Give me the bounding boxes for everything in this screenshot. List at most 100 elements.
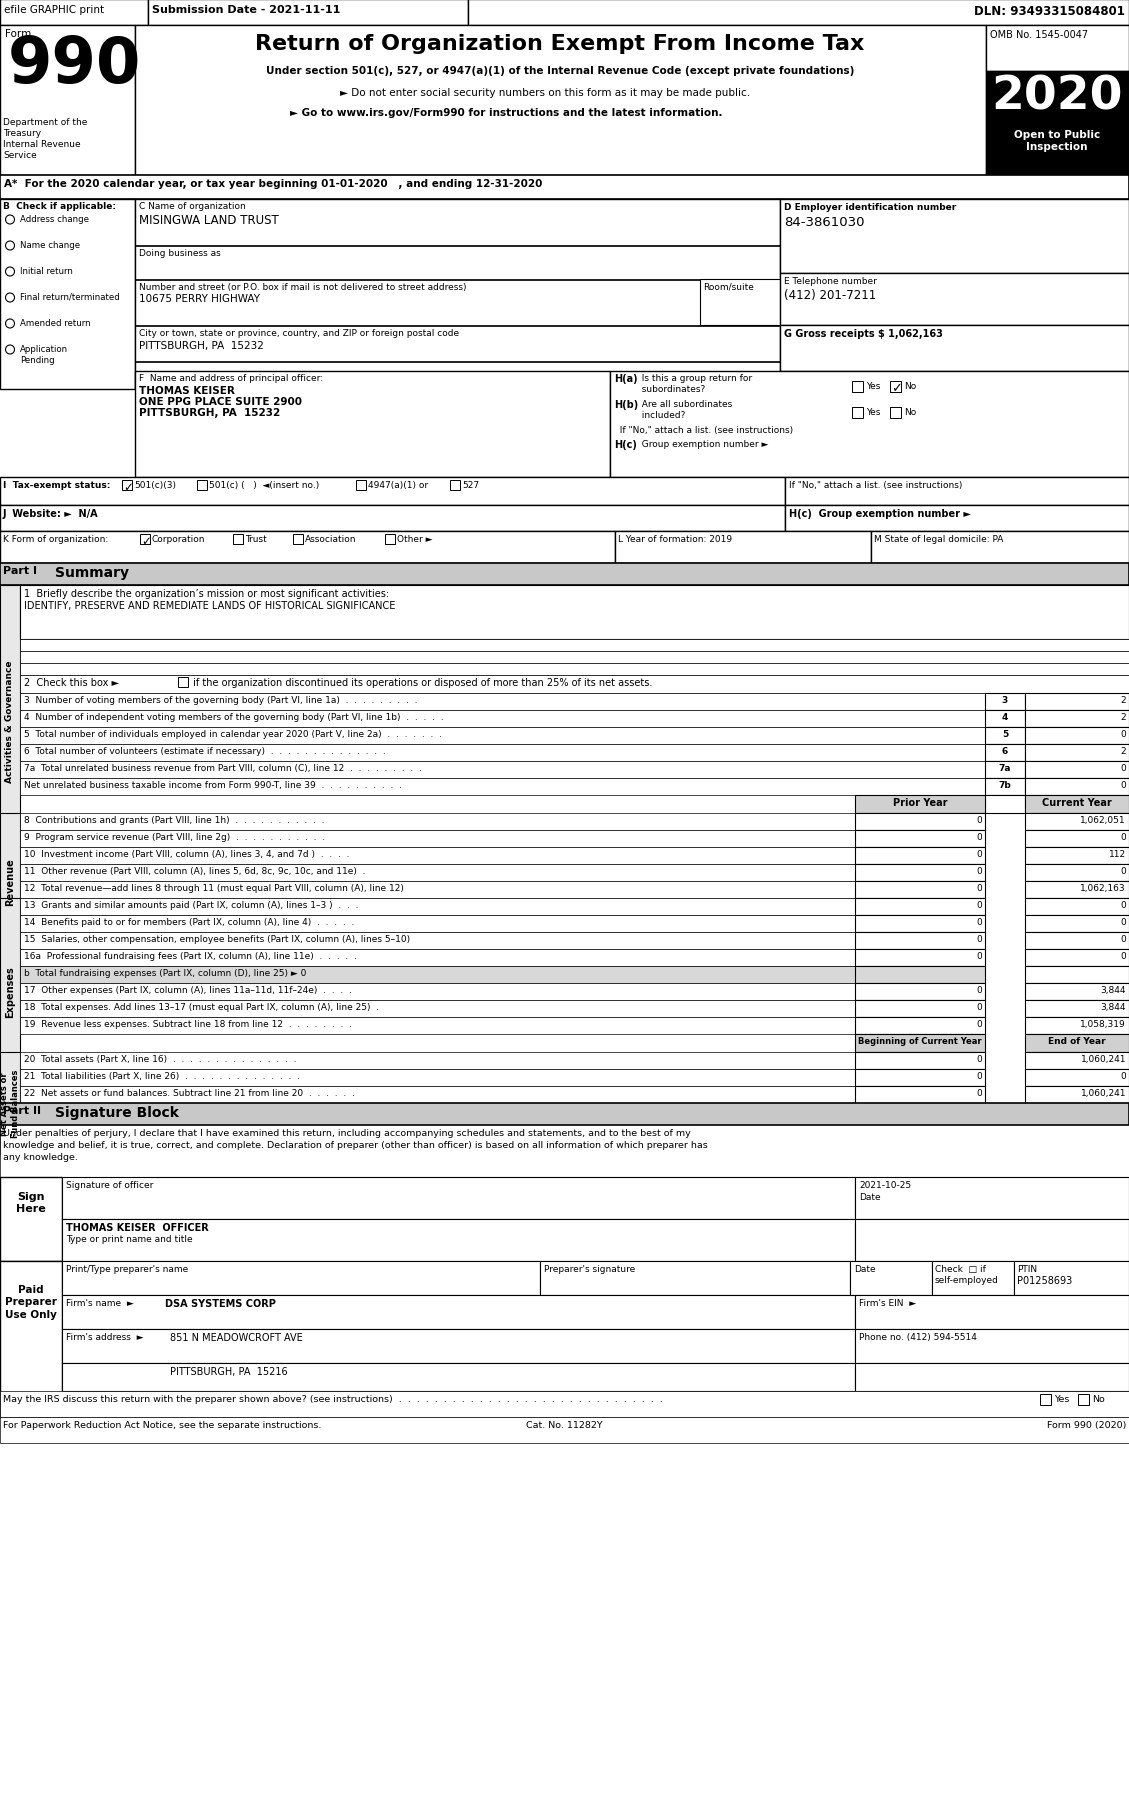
Bar <box>1025 949 1129 967</box>
Bar <box>0 0 148 25</box>
Text: Other ►: Other ► <box>397 535 432 544</box>
Bar <box>135 25 986 175</box>
Bar <box>20 864 855 882</box>
Bar <box>20 663 1129 676</box>
Bar <box>780 201 1129 275</box>
Bar <box>356 481 366 492</box>
Text: 2: 2 <box>1120 746 1126 755</box>
Bar <box>0 1126 1129 1178</box>
Bar <box>785 477 1129 506</box>
Bar <box>135 372 610 477</box>
Text: efile GRAPHIC print: efile GRAPHIC print <box>5 5 104 14</box>
Bar <box>855 847 984 864</box>
Text: Name change: Name change <box>20 240 80 249</box>
Text: if the organization discontinued its operations or disposed of more than 25% of : if the organization discontinued its ope… <box>190 678 653 688</box>
Text: Internal Revenue: Internal Revenue <box>3 139 80 148</box>
Bar <box>20 744 984 761</box>
Text: ✓: ✓ <box>123 481 133 495</box>
Bar <box>1025 1001 1129 1017</box>
Text: 0: 0 <box>1120 952 1126 961</box>
Bar <box>780 275 1129 325</box>
Bar <box>1025 761 1129 779</box>
Bar <box>984 694 1025 710</box>
Text: any knowledge.: any knowledge. <box>3 1153 78 1162</box>
Bar <box>62 1362 855 1391</box>
Bar <box>855 932 984 949</box>
Bar <box>984 744 1025 761</box>
Text: knowledge and belief, it is true, correct, and complete. Declaration of preparer: knowledge and belief, it is true, correc… <box>3 1140 708 1149</box>
Text: 112: 112 <box>1109 849 1126 858</box>
Bar <box>62 1261 540 1296</box>
Text: ► Go to www.irs.gov/Form990 for instructions and the latest information.: ► Go to www.irs.gov/Form990 for instruct… <box>290 108 723 117</box>
Text: PITTSBURGH, PA  15232: PITTSBURGH, PA 15232 <box>139 342 264 351</box>
Bar <box>0 564 1129 585</box>
Text: 84-3861030: 84-3861030 <box>784 215 865 229</box>
Bar <box>20 882 855 898</box>
Bar <box>62 1220 855 1261</box>
Bar <box>178 678 189 688</box>
Text: C Name of organization: C Name of organization <box>139 202 246 211</box>
Bar <box>1025 779 1129 795</box>
Text: PITTSBURGH, PA  15232: PITTSBURGH, PA 15232 <box>139 408 280 417</box>
Text: 2021-10-25: 2021-10-25 <box>859 1180 911 1189</box>
Bar <box>852 408 863 419</box>
Text: No: No <box>904 381 917 390</box>
Text: Check  □ if: Check □ if <box>935 1265 986 1274</box>
Bar <box>0 477 785 506</box>
Text: 0: 0 <box>977 849 982 858</box>
Bar <box>0 585 20 858</box>
Text: 4: 4 <box>1001 712 1008 721</box>
Text: H(a): H(a) <box>614 374 638 383</box>
Text: 1,060,241: 1,060,241 <box>1080 1055 1126 1063</box>
Text: 0: 0 <box>977 1088 982 1097</box>
Text: 17  Other expenses (Part IX, column (A), lines 11a–11d, 11f–24e)  .  .  .  .: 17 Other expenses (Part IX, column (A), … <box>24 985 352 994</box>
Bar <box>1078 1395 1089 1406</box>
Text: 14  Benefits paid to or for members (Part IX, column (A), line 4)  .  .  .  .  .: 14 Benefits paid to or for members (Part… <box>24 918 355 927</box>
Text: Print/Type preparer's name: Print/Type preparer's name <box>65 1265 189 1274</box>
Text: Signature of officer: Signature of officer <box>65 1180 154 1189</box>
Bar <box>62 1330 855 1362</box>
Bar <box>855 813 984 831</box>
Bar <box>20 652 1129 663</box>
Bar <box>855 1362 1129 1391</box>
Bar <box>20 813 855 831</box>
Bar <box>148 0 469 25</box>
Text: 0: 0 <box>977 1003 982 1012</box>
Text: 15  Salaries, other compensation, employee benefits (Part IX, column (A), lines : 15 Salaries, other compensation, employe… <box>24 934 410 943</box>
Text: Preparer's signature: Preparer's signature <box>544 1265 636 1274</box>
Text: Paid
Preparer
Use Only: Paid Preparer Use Only <box>5 1285 56 1319</box>
Bar <box>870 531 1129 564</box>
Text: City or town, state or province, country, and ZIP or foreign postal code: City or town, state or province, country… <box>139 329 460 338</box>
Bar <box>0 1178 62 1261</box>
Text: 10675 PERRY HIGHWAY: 10675 PERRY HIGHWAY <box>139 295 260 304</box>
Bar <box>855 864 984 882</box>
Text: ✓: ✓ <box>141 535 151 548</box>
Bar <box>20 916 855 932</box>
Bar <box>20 1001 855 1017</box>
Text: Summary: Summary <box>55 566 129 580</box>
Text: Treasury: Treasury <box>3 128 41 137</box>
Text: Form: Form <box>5 29 32 40</box>
Text: 851 N MEADOWCROFT AVE: 851 N MEADOWCROFT AVE <box>170 1332 303 1343</box>
Text: 0: 0 <box>1120 918 1126 927</box>
Text: H(c): H(c) <box>614 439 637 450</box>
Bar <box>0 898 20 1084</box>
Bar <box>20 779 984 795</box>
Text: Group exemption number ►: Group exemption number ► <box>636 439 769 448</box>
Text: 0: 0 <box>1120 1072 1126 1081</box>
Bar <box>615 531 870 564</box>
Text: Firm's EIN  ►: Firm's EIN ► <box>859 1297 916 1306</box>
Text: 0: 0 <box>1120 867 1126 876</box>
Bar <box>855 831 984 847</box>
Bar <box>855 1001 984 1017</box>
Text: 0: 0 <box>977 1072 982 1081</box>
Text: Cat. No. 11282Y: Cat. No. 11282Y <box>526 1420 602 1429</box>
Text: 6: 6 <box>1001 746 1008 755</box>
Text: 2: 2 <box>1120 712 1126 721</box>
Text: Expenses: Expenses <box>5 965 15 1017</box>
Bar <box>780 325 1129 372</box>
Bar <box>1025 932 1129 949</box>
Text: Revenue: Revenue <box>5 858 15 905</box>
Bar <box>1025 813 1129 831</box>
Bar <box>20 1086 855 1104</box>
